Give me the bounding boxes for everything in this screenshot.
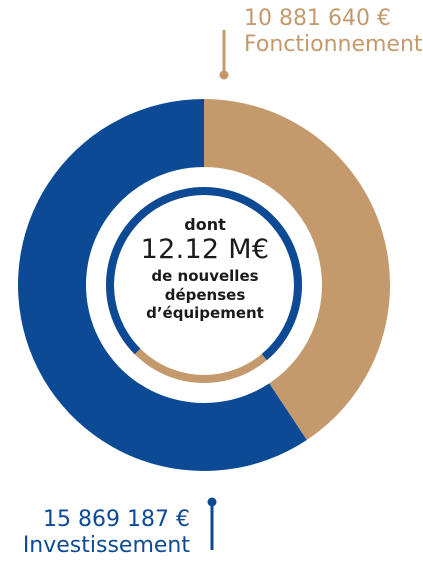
center-value-text: 12.12 M€ (140, 234, 270, 266)
inner-ring-value-arc (106, 187, 302, 361)
investissement-value-label: 15 869 187 € (43, 507, 190, 532)
investissement-leader-dot (207, 497, 217, 507)
investissement-label: 15 869 187 € Investissement (22, 507, 190, 560)
center-description-line: dépenses (164, 285, 246, 304)
fonctionnement-label: 10 881 640 € Fonctionnement (244, 6, 423, 59)
center-annotation: dont 12.12 M€ de nouvelles dépenses d’éq… (139, 215, 271, 323)
fonctionnement-value-label: 10 881 640 € (244, 6, 391, 31)
fonctionnement-name-label: Fonctionnement (244, 32, 423, 58)
center-description-line: de nouvelles (151, 266, 259, 285)
investissement-name-label: Investissement (22, 533, 190, 559)
fonctionnement-slice (204, 99, 390, 440)
center-intro-text: dont (184, 215, 226, 234)
fonctionnement-leader-dot (219, 70, 229, 80)
center-description-line: d’équipement (146, 304, 264, 323)
investissement-slice (17, 99, 307, 471)
